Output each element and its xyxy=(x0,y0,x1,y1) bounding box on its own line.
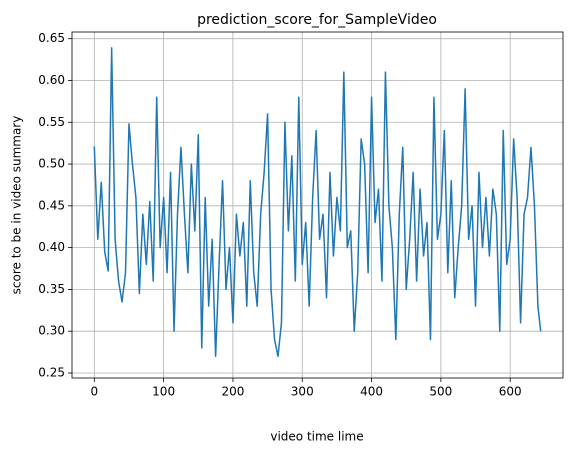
y-tick-label: 0.45 xyxy=(38,198,65,212)
chart-title: prediction_score_for_SampleVideo xyxy=(197,12,437,28)
y-tick-label: 0.50 xyxy=(38,157,65,171)
x-axis-label: video time lime xyxy=(270,430,363,444)
y-tick-label: 0.55 xyxy=(38,115,65,129)
x-tick-label: 0 xyxy=(90,385,98,399)
x-tick-label: 300 xyxy=(291,385,314,399)
y-tick-label: 0.65 xyxy=(38,31,65,45)
data-line xyxy=(93,47,542,358)
y-axis-label: score to be in video summary xyxy=(10,116,24,295)
y-tick-label: 0.40 xyxy=(38,240,65,254)
x-tick-label: 600 xyxy=(499,385,522,399)
x-tick-label: 400 xyxy=(360,385,383,399)
y-tick-label: 0.60 xyxy=(38,73,65,87)
x-tick-label: 100 xyxy=(152,385,175,399)
y-tick-label: 0.25 xyxy=(38,365,65,379)
x-tick-label: 200 xyxy=(221,385,244,399)
y-tick-label: 0.30 xyxy=(38,324,65,338)
plot-frame xyxy=(71,31,564,379)
y-tick-label: 0.35 xyxy=(38,282,65,296)
x-tick-label: 500 xyxy=(429,385,452,399)
